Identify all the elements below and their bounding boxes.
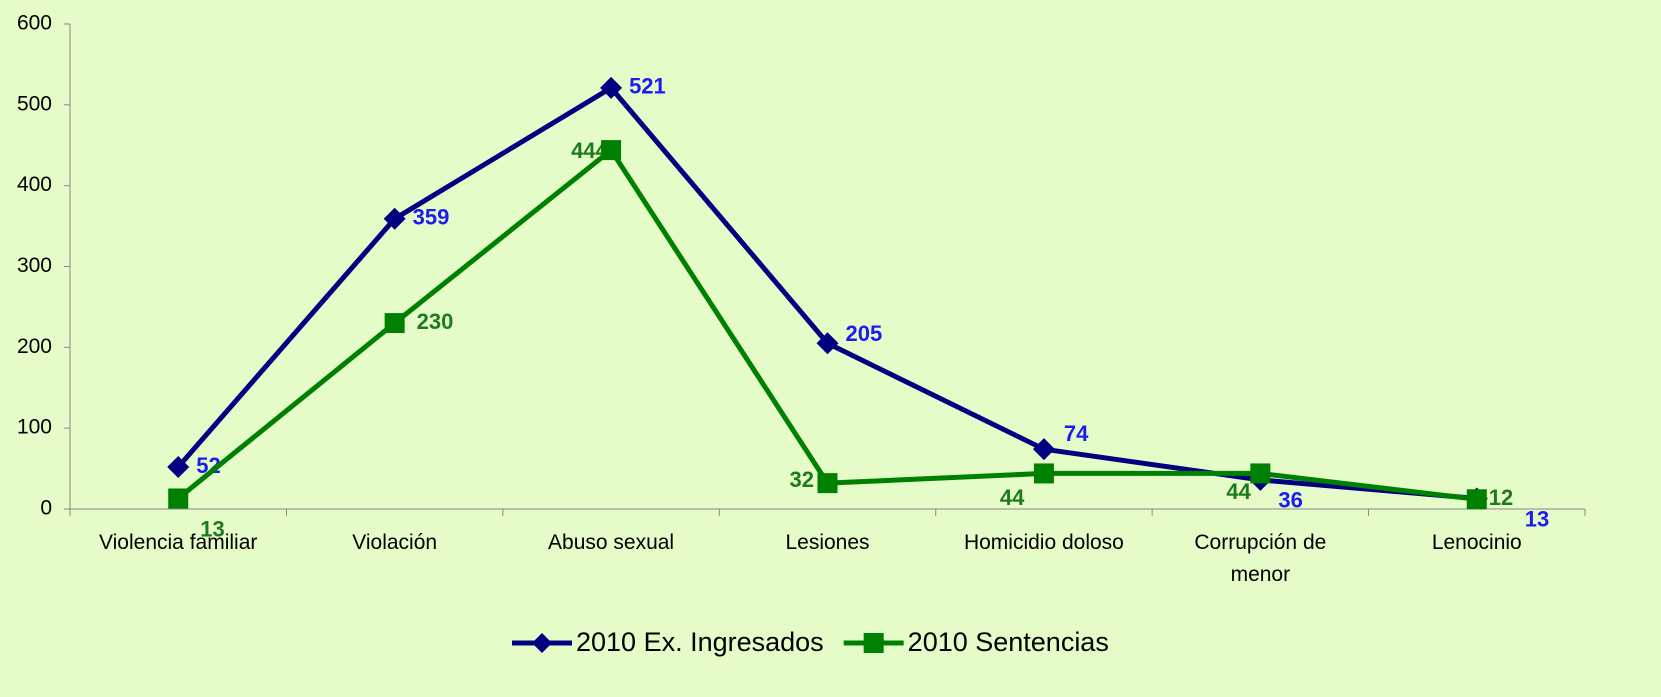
data-label: 12 [1489,485,1513,510]
y-tick-label: 600 [17,12,52,35]
data-label: 44 [1000,485,1025,510]
data-label: 32 [790,467,814,492]
marker [816,332,839,355]
marker [167,455,190,478]
x-tick-label: Violencia familiar [99,531,258,554]
data-label: 13 [200,516,224,541]
marker [1033,463,1054,484]
y-tick-label: 200 [17,335,52,358]
y-tick-label: 0 [40,497,52,520]
legend-label: 2010 Ex. Ingresados [576,627,824,657]
marker [817,473,838,494]
marker [1032,438,1055,461]
x-tick-label: Lesiones [785,531,870,554]
x-tick-label: Abuso sexual [548,531,675,554]
marker [1250,463,1271,484]
y-tick-label: 300 [17,254,52,277]
legend-marker [532,633,552,653]
data-label: 36 [1278,488,1302,513]
x-tick-label: Lenocinio [1431,531,1522,554]
data-label: 359 [413,205,450,230]
x-tick-label: Homicidio doloso [963,531,1124,554]
series-line [176,147,1478,502]
marker [384,313,405,334]
marker [168,488,189,509]
series-line [176,85,1477,501]
marker [601,140,622,161]
marker [1466,489,1487,510]
x-tick-label: Violación [352,531,438,554]
data-label: 521 [629,74,666,99]
y-tick-label: 100 [17,416,52,439]
marker [600,76,623,99]
legend-marker [863,633,884,653]
data-label: 44 [1226,479,1251,504]
x-tick-label: Corrupción de menor [1194,531,1327,586]
data-label: 230 [417,309,454,334]
legend-label: 2010 Sentencias [908,627,1109,657]
data-label: 13 [1525,506,1549,531]
data-label: 205 [846,321,883,346]
y-tick-label: 500 [17,92,52,115]
marker [383,207,406,230]
data-label: 74 [1064,421,1089,446]
y-tick-label: 400 [17,173,52,196]
